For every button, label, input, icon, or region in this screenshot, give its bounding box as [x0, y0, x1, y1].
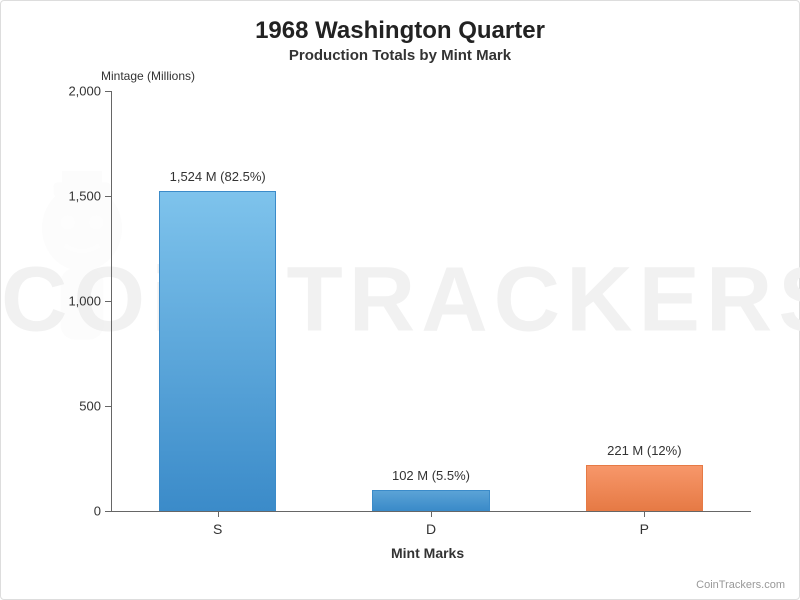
y-tick-mark [105, 196, 111, 197]
bar-label: 1,524 M (82.5%) [170, 169, 266, 184]
y-tick-label: 500 [51, 399, 101, 414]
plot-area: 05001,0001,5002,000S1,524 M (82.5%)D102 … [111, 91, 751, 511]
x-tick-label: S [213, 521, 222, 537]
x-tick-mark [644, 511, 645, 517]
y-tick-label: 0 [51, 504, 101, 519]
bar-s [159, 191, 276, 511]
chart-title: 1968 Washington Quarter [1, 17, 799, 45]
chart-container: COiN TRACKERS 1968 Washington Quarter Pr… [0, 0, 800, 600]
title-block: 1968 Washington Quarter Production Total… [1, 17, 799, 64]
y-tick-mark [105, 511, 111, 512]
chart-subtitle: Production Totals by Mint Mark [1, 47, 799, 64]
y-tick-label: 1,000 [51, 294, 101, 309]
y-tick-mark [105, 301, 111, 302]
y-tick-label: 1,500 [51, 189, 101, 204]
bar-p [586, 465, 703, 511]
attribution-text: CoinTrackers.com [696, 579, 785, 591]
y-axis-line [111, 91, 112, 511]
bar-d [372, 490, 489, 511]
bar-label: 221 M (12%) [607, 443, 681, 458]
x-axis-title: Mint Marks [391, 545, 464, 561]
y-tick-label: 2,000 [51, 84, 101, 99]
y-tick-mark [105, 406, 111, 407]
bar-label: 102 M (5.5%) [392, 468, 470, 483]
x-tick-mark [431, 511, 432, 517]
x-tick-label: D [426, 521, 436, 537]
x-tick-mark [218, 511, 219, 517]
x-tick-label: P [640, 521, 649, 537]
y-axis-title: Mintage (Millions) [101, 69, 195, 83]
y-tick-mark [105, 91, 111, 92]
